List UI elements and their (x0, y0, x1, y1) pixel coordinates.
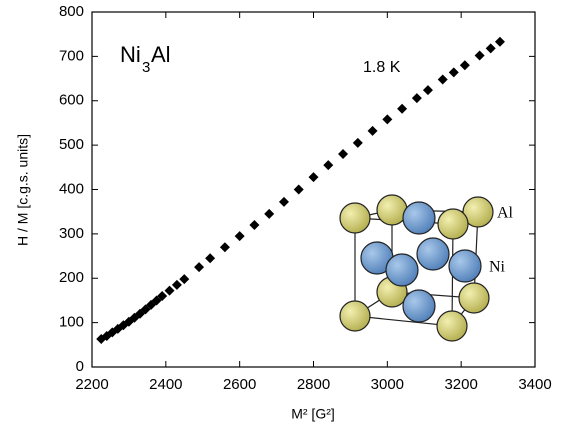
x-axis-label: M² [G²] (291, 406, 335, 422)
data-point (219, 242, 230, 253)
data-point (338, 149, 349, 159)
data-point (397, 103, 408, 114)
x-tick-label: 2400 (149, 376, 182, 393)
temperature-annotation: 1.8 K (363, 59, 401, 76)
data-point (437, 74, 448, 85)
y-tick-label: 500 (59, 136, 84, 153)
inset-label: Al (497, 205, 514, 222)
data-point (234, 231, 245, 242)
data-point (352, 137, 363, 148)
data-point (485, 43, 496, 54)
y-axis-label: H / M [c.g.s. units] (15, 134, 31, 246)
data-point (323, 160, 334, 171)
data-point (278, 196, 289, 207)
data-point (249, 220, 260, 230)
inset-label: Ni (489, 259, 506, 276)
data-point (422, 85, 433, 96)
y-tick-label: 600 (59, 92, 84, 109)
y-tick-label: 700 (59, 47, 84, 64)
x-tick-label: 3000 (371, 376, 404, 393)
data-point (382, 114, 393, 125)
data-point (494, 36, 505, 47)
x-tick-label: 2200 (75, 376, 108, 393)
y-tick-label: 100 (59, 314, 84, 331)
data-point (367, 125, 378, 136)
data-point (411, 93, 422, 104)
data-point (164, 285, 175, 296)
y-tick-label: 400 (59, 180, 84, 197)
x-tick-label: 2800 (297, 376, 330, 393)
x-tick-label: 2600 (223, 376, 256, 393)
data-point (293, 184, 304, 195)
data-point (474, 50, 485, 61)
y-tick-label: 800 (59, 3, 84, 20)
data-point (448, 67, 459, 78)
y-tick-label: 300 (59, 225, 84, 242)
compound-rest: Al (151, 42, 171, 67)
data-point (171, 279, 182, 290)
x-tick-label: 3200 (444, 376, 477, 393)
data-point (157, 291, 168, 301)
data-point (194, 262, 205, 273)
crystal-inset (339, 194, 494, 342)
data-point (179, 274, 190, 285)
compound-base: Ni (120, 42, 141, 67)
data-point (459, 60, 470, 71)
data-point (205, 253, 216, 264)
x-tick-label: 3400 (518, 376, 551, 393)
compound-subscript: 3 (142, 59, 150, 76)
data-point (264, 208, 275, 219)
data-point (308, 172, 319, 183)
y-tick-label: 200 (59, 269, 84, 286)
y-tick-label: 0 (76, 358, 84, 375)
